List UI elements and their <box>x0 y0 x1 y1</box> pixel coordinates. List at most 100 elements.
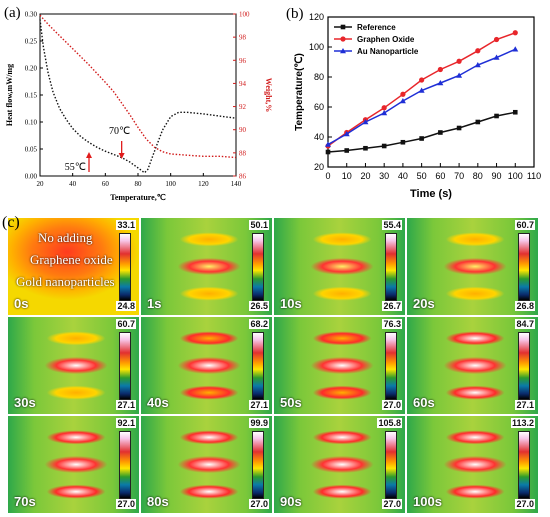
x-tick-label: 20 <box>37 180 45 188</box>
data-point <box>512 109 518 115</box>
x-tick-label: 140 <box>231 180 242 188</box>
x-tick-label: 90 <box>492 171 502 181</box>
y-tick-label: 120 <box>309 12 324 22</box>
data-point <box>475 48 481 54</box>
scale-max-label: 105.8 <box>377 418 402 428</box>
y-tick-label: 100 <box>309 42 324 52</box>
legend-label: Reference <box>357 23 396 32</box>
time-label: 0s <box>14 296 29 311</box>
data-point <box>419 136 424 141</box>
time-label: 60s <box>413 395 435 410</box>
thermal-tile: 60.7 27.1 30s <box>8 317 139 414</box>
thermal-image <box>141 317 272 414</box>
thermal-image <box>274 218 405 315</box>
scale-min-label: 27.1 <box>515 400 535 410</box>
legend-label: Graphen Oxide <box>357 35 415 44</box>
y-left-tick-label: 0.20 <box>25 65 38 73</box>
data-point <box>381 110 388 116</box>
y-right-tick-label: 90 <box>239 126 247 134</box>
data-point <box>474 62 481 68</box>
color-scale-bar <box>119 332 131 400</box>
panel-label-a: (a) <box>4 5 21 21</box>
data-point <box>494 113 499 119</box>
thermal-image <box>274 317 405 414</box>
x-tick-label: 40 <box>398 171 408 181</box>
color-scale-bar <box>518 332 530 400</box>
data-point <box>456 125 462 131</box>
legend-marker <box>340 24 346 30</box>
color-scale-bar <box>252 431 264 499</box>
scale-max-label: 60.7 <box>515 220 535 230</box>
x-tick-label: 110 <box>527 171 541 181</box>
data-point <box>438 130 443 135</box>
y-right-axis-label: Weight,% <box>264 78 273 112</box>
scale-max-label: 68.2 <box>249 319 269 329</box>
scale-min-label: 26.8 <box>515 301 535 311</box>
scale-max-label: 99.9 <box>249 418 269 428</box>
data-point <box>400 139 406 145</box>
time-label: 90s <box>280 494 302 509</box>
panel-a-svg: (a) 20 40 60 80 100 120 140 0.00 0.05 0.10 0.15 0.20… <box>4 5 273 202</box>
data-point <box>456 72 463 78</box>
x-tick-label: 30 <box>379 171 389 181</box>
y-left-tick-label: 0.10 <box>25 119 38 127</box>
y-right-tick-label: 92 <box>239 103 247 111</box>
color-scale-bar <box>518 431 530 499</box>
y-tick-label: 40 <box>314 132 324 142</box>
thermal-image <box>8 218 139 315</box>
y-left-tick-label: 0.00 <box>25 173 38 181</box>
data-point <box>512 30 518 36</box>
data-point <box>419 77 425 83</box>
panel-label-b: (b) <box>286 6 304 22</box>
data-point <box>381 143 387 149</box>
x-axis-label: Time (s) <box>410 188 452 200</box>
y-right-tick-label: 96 <box>239 57 247 65</box>
data-point <box>381 105 387 111</box>
panel-b-svg: (b) 0 10 20 30 40 50 60 70 80 90 100 110 20 40 60 80 100 1… <box>286 6 541 200</box>
first-tile-label: No adding <box>38 230 93 245</box>
data-point <box>512 46 519 52</box>
annotation-55: 55℃ <box>65 162 86 173</box>
panel-label-c: (c) <box>2 214 20 231</box>
y-tick-label: 60 <box>314 102 324 112</box>
time-label: 70s <box>14 494 36 509</box>
x-tick-label: 0 <box>325 171 330 181</box>
data-point <box>493 54 500 60</box>
data-point <box>399 98 406 104</box>
y-right-tick-label: 86 <box>239 173 247 181</box>
color-scale-bar <box>252 233 264 301</box>
thermal-image <box>8 317 139 414</box>
thermal-image <box>8 416 139 513</box>
thermal-image <box>407 218 538 315</box>
series-line <box>327 111 516 153</box>
first-tile-label: Gold nanoparticles <box>16 274 115 289</box>
scale-max-label: 92.1 <box>116 418 136 428</box>
x-tick-label: 80 <box>135 180 143 188</box>
scale-max-label: 50.1 <box>249 220 269 230</box>
y-right-tick-label: 98 <box>239 34 247 42</box>
x-tick-label: 60 <box>435 171 445 181</box>
data-point <box>418 87 425 93</box>
data-point <box>456 58 462 64</box>
thermal-tile: No adding Graphene oxide Gold nanoparticle… <box>8 218 139 315</box>
data-point <box>475 119 481 125</box>
legend-marker <box>340 48 346 54</box>
color-scale-bar <box>252 332 264 400</box>
color-scale-bar <box>119 431 131 499</box>
x-tick-label: 50 <box>417 171 427 181</box>
thermal-image <box>141 416 272 513</box>
scale-min-label: 27.0 <box>249 499 269 509</box>
arrow-55-head <box>86 152 92 158</box>
time-label: 80s <box>147 494 169 509</box>
panel-c-thermal-images: No adding Graphene oxide Gold nanoparticle… <box>0 212 550 517</box>
color-scale-bar <box>119 233 131 301</box>
x-axis-label: Temperature,℃ <box>110 193 165 202</box>
x-tick-label: 10 <box>342 171 352 181</box>
y-left-axis-label: Heat flow,mW/mg <box>5 64 14 126</box>
scale-max-label: 60.7 <box>116 319 136 329</box>
data-point <box>437 66 443 73</box>
scale-min-label: 27.1 <box>249 400 269 410</box>
y-left-tick-label: 0.30 <box>25 11 38 19</box>
color-scale-bar <box>385 233 397 301</box>
thermal-tile: 68.2 27.1 40s <box>141 317 272 414</box>
